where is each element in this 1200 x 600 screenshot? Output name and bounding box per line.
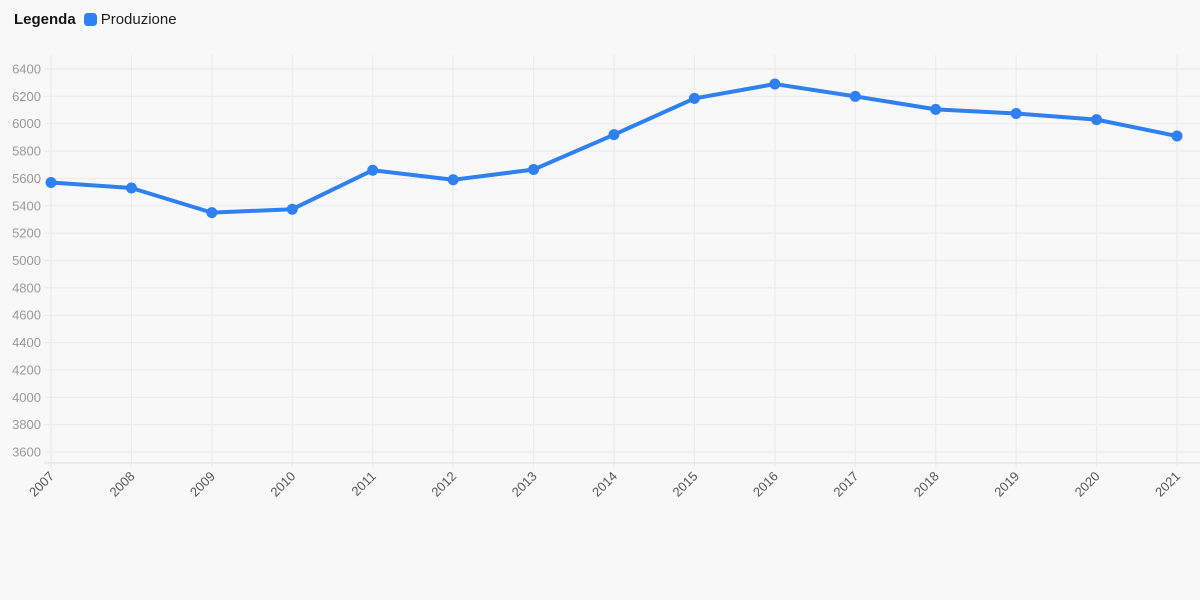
x-tick-label-2016: 2016 (750, 469, 781, 500)
legend-item-produzione[interactable]: Produzione (83, 11, 177, 28)
data-point-2008[interactable] (125, 182, 137, 194)
data-point-2011[interactable] (367, 164, 379, 176)
data-point-2009[interactable] (206, 207, 218, 219)
y-tick-label-5600: 5600 (12, 171, 41, 186)
x-tick-label-2009: 2009 (187, 469, 218, 500)
y-tick-label-4000: 4000 (12, 390, 41, 405)
data-point-2014[interactable] (608, 129, 620, 141)
legend-title: Legenda (14, 11, 76, 28)
y-tick-label-5200: 5200 (12, 226, 41, 241)
y-tick-label-3600: 3600 (12, 445, 41, 460)
data-point-2016[interactable] (769, 78, 781, 90)
data-point-2015[interactable] (688, 92, 700, 104)
y-tick-label-4600: 4600 (12, 308, 41, 323)
data-point-2007[interactable] (45, 177, 57, 189)
y-tick-label-5800: 5800 (12, 144, 41, 159)
y-tick-label-4200: 4200 (12, 362, 41, 377)
x-tick-label-2018: 2018 (911, 469, 942, 500)
data-point-2010[interactable] (286, 203, 298, 215)
y-tick-label-6000: 6000 (12, 116, 41, 131)
y-tick-label-4800: 4800 (12, 280, 41, 295)
data-point-2018[interactable] (930, 103, 942, 115)
x-tick-label-2021: 2021 (1152, 469, 1183, 500)
y-tick-label-4400: 4400 (12, 335, 41, 350)
x-tick-label-2012: 2012 (428, 469, 459, 500)
legend-item-label: Produzione (100, 11, 177, 28)
x-tick-label-2013: 2013 (509, 469, 540, 500)
y-tick-label-6400: 6400 (12, 62, 41, 77)
x-tick-label-2019: 2019 (991, 469, 1022, 500)
data-point-2020[interactable] (1091, 114, 1103, 126)
data-point-2019[interactable] (1010, 107, 1022, 119)
y-tick-label-5000: 5000 (12, 253, 41, 268)
x-tick-label-2015: 2015 (669, 469, 700, 500)
x-tick-label-2017: 2017 (830, 469, 861, 500)
x-tick-label-2008: 2008 (106, 469, 137, 500)
x-tick-label-2020: 2020 (1072, 469, 1103, 500)
legend-swatch-icon (83, 13, 97, 26)
x-tick-label-2014: 2014 (589, 469, 620, 500)
x-tick-label-2011: 2011 (348, 469, 378, 499)
data-point-2013[interactable] (528, 164, 540, 176)
x-tick-label-2007: 2007 (26, 469, 57, 500)
data-point-2012[interactable] (447, 174, 459, 186)
data-point-2017[interactable] (849, 90, 861, 102)
data-point-2021[interactable] (1171, 130, 1183, 142)
y-tick-label-6200: 6200 (12, 89, 41, 104)
y-tick-label-3800: 3800 (12, 417, 41, 432)
x-tick-label-2010: 2010 (267, 469, 298, 500)
legend: Legenda Produzione (14, 11, 177, 28)
y-tick-label-5400: 5400 (12, 198, 41, 213)
